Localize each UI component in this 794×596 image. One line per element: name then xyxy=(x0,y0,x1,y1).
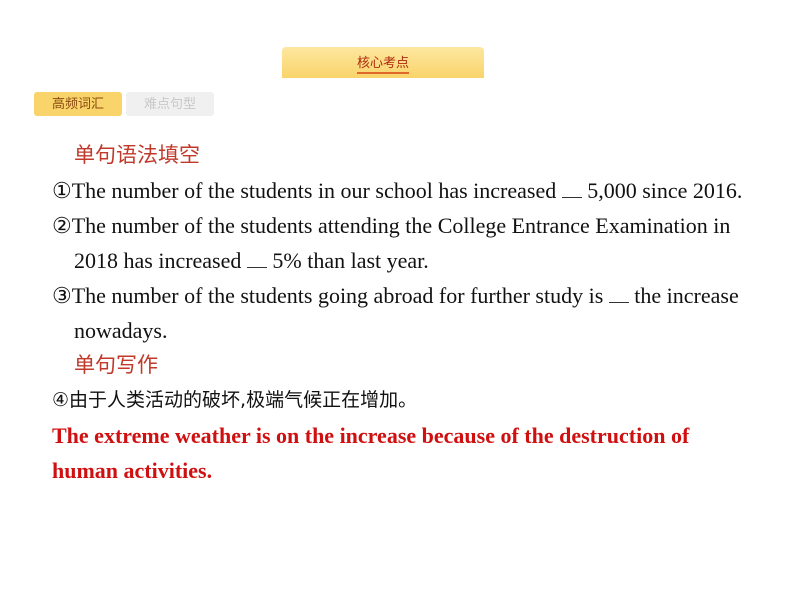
tab-high-frequency-vocab[interactable]: 高频词汇 xyxy=(34,92,122,116)
question-2: ②The number of the students attending th… xyxy=(52,213,731,273)
question-3: ③The number of the students going abroad… xyxy=(52,283,739,343)
section1-heading: 单句语法填空 xyxy=(74,143,200,167)
content: 单句语法填空 ①The number of the students in ou… xyxy=(52,138,752,488)
answer-blank[interactable] xyxy=(608,284,629,303)
answer-blank[interactable] xyxy=(561,179,582,198)
question-4: ④由于人类活动的破坏,极端气候正在增加。 xyxy=(52,389,418,411)
tab-difficult-sentences[interactable]: 难点句型 xyxy=(126,92,214,116)
header-tab[interactable]: 核心考点 xyxy=(282,47,484,78)
header-title: 核心考点 xyxy=(356,56,409,74)
question-1: ①The number of the students in our schoo… xyxy=(52,178,743,203)
section2-heading: 单句写作 xyxy=(74,353,158,377)
answer-text: The extreme weather is on the increase b… xyxy=(52,423,690,483)
answer-blank[interactable] xyxy=(246,249,267,268)
